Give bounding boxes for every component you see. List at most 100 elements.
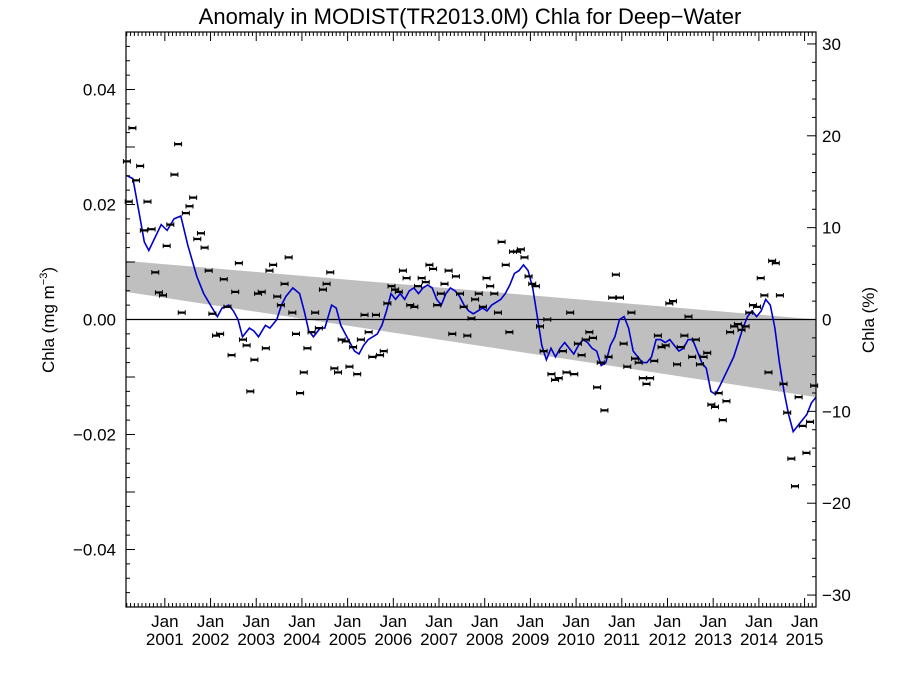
data-point xyxy=(291,331,300,337)
data-point xyxy=(136,163,145,169)
data-point xyxy=(520,255,529,260)
data-point xyxy=(238,337,247,342)
data-point xyxy=(216,331,225,337)
data-point xyxy=(688,354,697,360)
x-tick-label-year: 2005 xyxy=(329,630,367,649)
data-point xyxy=(703,350,712,356)
data-point xyxy=(326,270,335,275)
data-point xyxy=(589,335,598,341)
data-point xyxy=(471,297,480,302)
x-tick-label-year: 2007 xyxy=(420,630,458,649)
data-point xyxy=(490,291,499,296)
data-point xyxy=(417,275,426,281)
data-point xyxy=(783,410,792,415)
y-tick-label-right: −20 xyxy=(822,494,851,513)
y-tick-label-right: 20 xyxy=(822,127,841,146)
data-point xyxy=(311,310,320,315)
data-point xyxy=(356,337,365,342)
data-point xyxy=(505,329,514,335)
data-point xyxy=(695,362,704,367)
data-point xyxy=(486,283,495,289)
x-tick-label-month: Jan xyxy=(791,612,818,631)
data-point xyxy=(638,375,647,381)
data-point xyxy=(193,236,202,242)
x-tick-label-year: 2001 xyxy=(146,630,184,649)
data-point xyxy=(566,310,575,315)
data-point xyxy=(147,226,156,232)
data-point xyxy=(379,348,388,354)
data-point xyxy=(608,295,617,300)
data-point xyxy=(231,289,240,295)
data-point xyxy=(200,245,209,250)
data-point xyxy=(280,281,289,287)
data-point xyxy=(764,370,773,375)
data-point xyxy=(394,289,403,295)
data-point xyxy=(341,339,350,344)
x-tick-label-year: 2006 xyxy=(374,630,412,649)
y-tick-label-right: −30 xyxy=(822,586,851,605)
data-point xyxy=(543,317,552,322)
data-point xyxy=(444,268,453,273)
data-point xyxy=(467,316,476,321)
data-point xyxy=(269,262,278,268)
data-point xyxy=(204,268,213,273)
trend-band xyxy=(126,260,816,398)
data-point xyxy=(349,344,358,350)
data-point xyxy=(139,228,148,233)
x-tick-label-year: 2002 xyxy=(192,630,230,649)
data-point xyxy=(318,287,327,292)
data-point xyxy=(771,260,780,266)
data-point xyxy=(684,314,693,319)
data-point xyxy=(691,337,700,342)
y-tick-label-right: 0 xyxy=(822,311,831,330)
data-point xyxy=(501,262,510,268)
data-point xyxy=(345,364,354,369)
y-axis-label-left: Chla (mg m−3) xyxy=(38,267,58,373)
smoothed-series-line xyxy=(126,174,817,434)
data-point xyxy=(433,302,442,308)
data-point xyxy=(493,310,502,315)
x-tick-label-month: Jan xyxy=(699,612,726,631)
y-tick-label-left: 0.00 xyxy=(83,311,116,330)
data-point xyxy=(596,360,605,365)
x-tick-label-month: Jan xyxy=(745,612,772,631)
data-point xyxy=(451,274,460,279)
x-tick-label-year: 2008 xyxy=(466,630,504,649)
data-point xyxy=(573,341,582,346)
data-point xyxy=(456,291,465,296)
y-axis-label-right: Chla (%) xyxy=(859,287,878,353)
data-point xyxy=(440,281,449,287)
data-point xyxy=(459,304,468,310)
data-point xyxy=(132,178,141,183)
chart-title: Anomaly in MODIST(TR2013.0M) Chla for De… xyxy=(199,4,742,29)
data-point xyxy=(303,345,312,351)
data-point xyxy=(634,360,643,365)
data-point xyxy=(387,283,396,289)
y-tick-label-left: −0.02 xyxy=(73,426,116,445)
data-point xyxy=(745,310,754,315)
x-tick-label-month: Jan xyxy=(654,612,681,631)
data-point xyxy=(296,390,305,396)
data-point xyxy=(143,199,152,204)
data-point xyxy=(577,352,586,358)
data-point xyxy=(631,356,640,361)
x-tick-label-month: Jan xyxy=(288,612,315,631)
data-point xyxy=(516,247,525,252)
data-point xyxy=(615,295,624,300)
data-point xyxy=(436,291,445,296)
data-point xyxy=(288,310,297,315)
data-point xyxy=(798,423,807,429)
data-point xyxy=(753,304,762,310)
data-point xyxy=(353,371,362,377)
data-point xyxy=(790,483,799,489)
data-point xyxy=(699,354,708,360)
data-point xyxy=(368,354,377,360)
data-point xyxy=(307,329,316,335)
y-tick-label-left: 0.04 xyxy=(83,81,116,100)
data-point xyxy=(425,262,434,268)
data-point xyxy=(478,304,487,310)
data-point xyxy=(189,195,198,200)
data-point xyxy=(646,375,655,381)
y-tick-label-right: 30 xyxy=(822,35,841,54)
